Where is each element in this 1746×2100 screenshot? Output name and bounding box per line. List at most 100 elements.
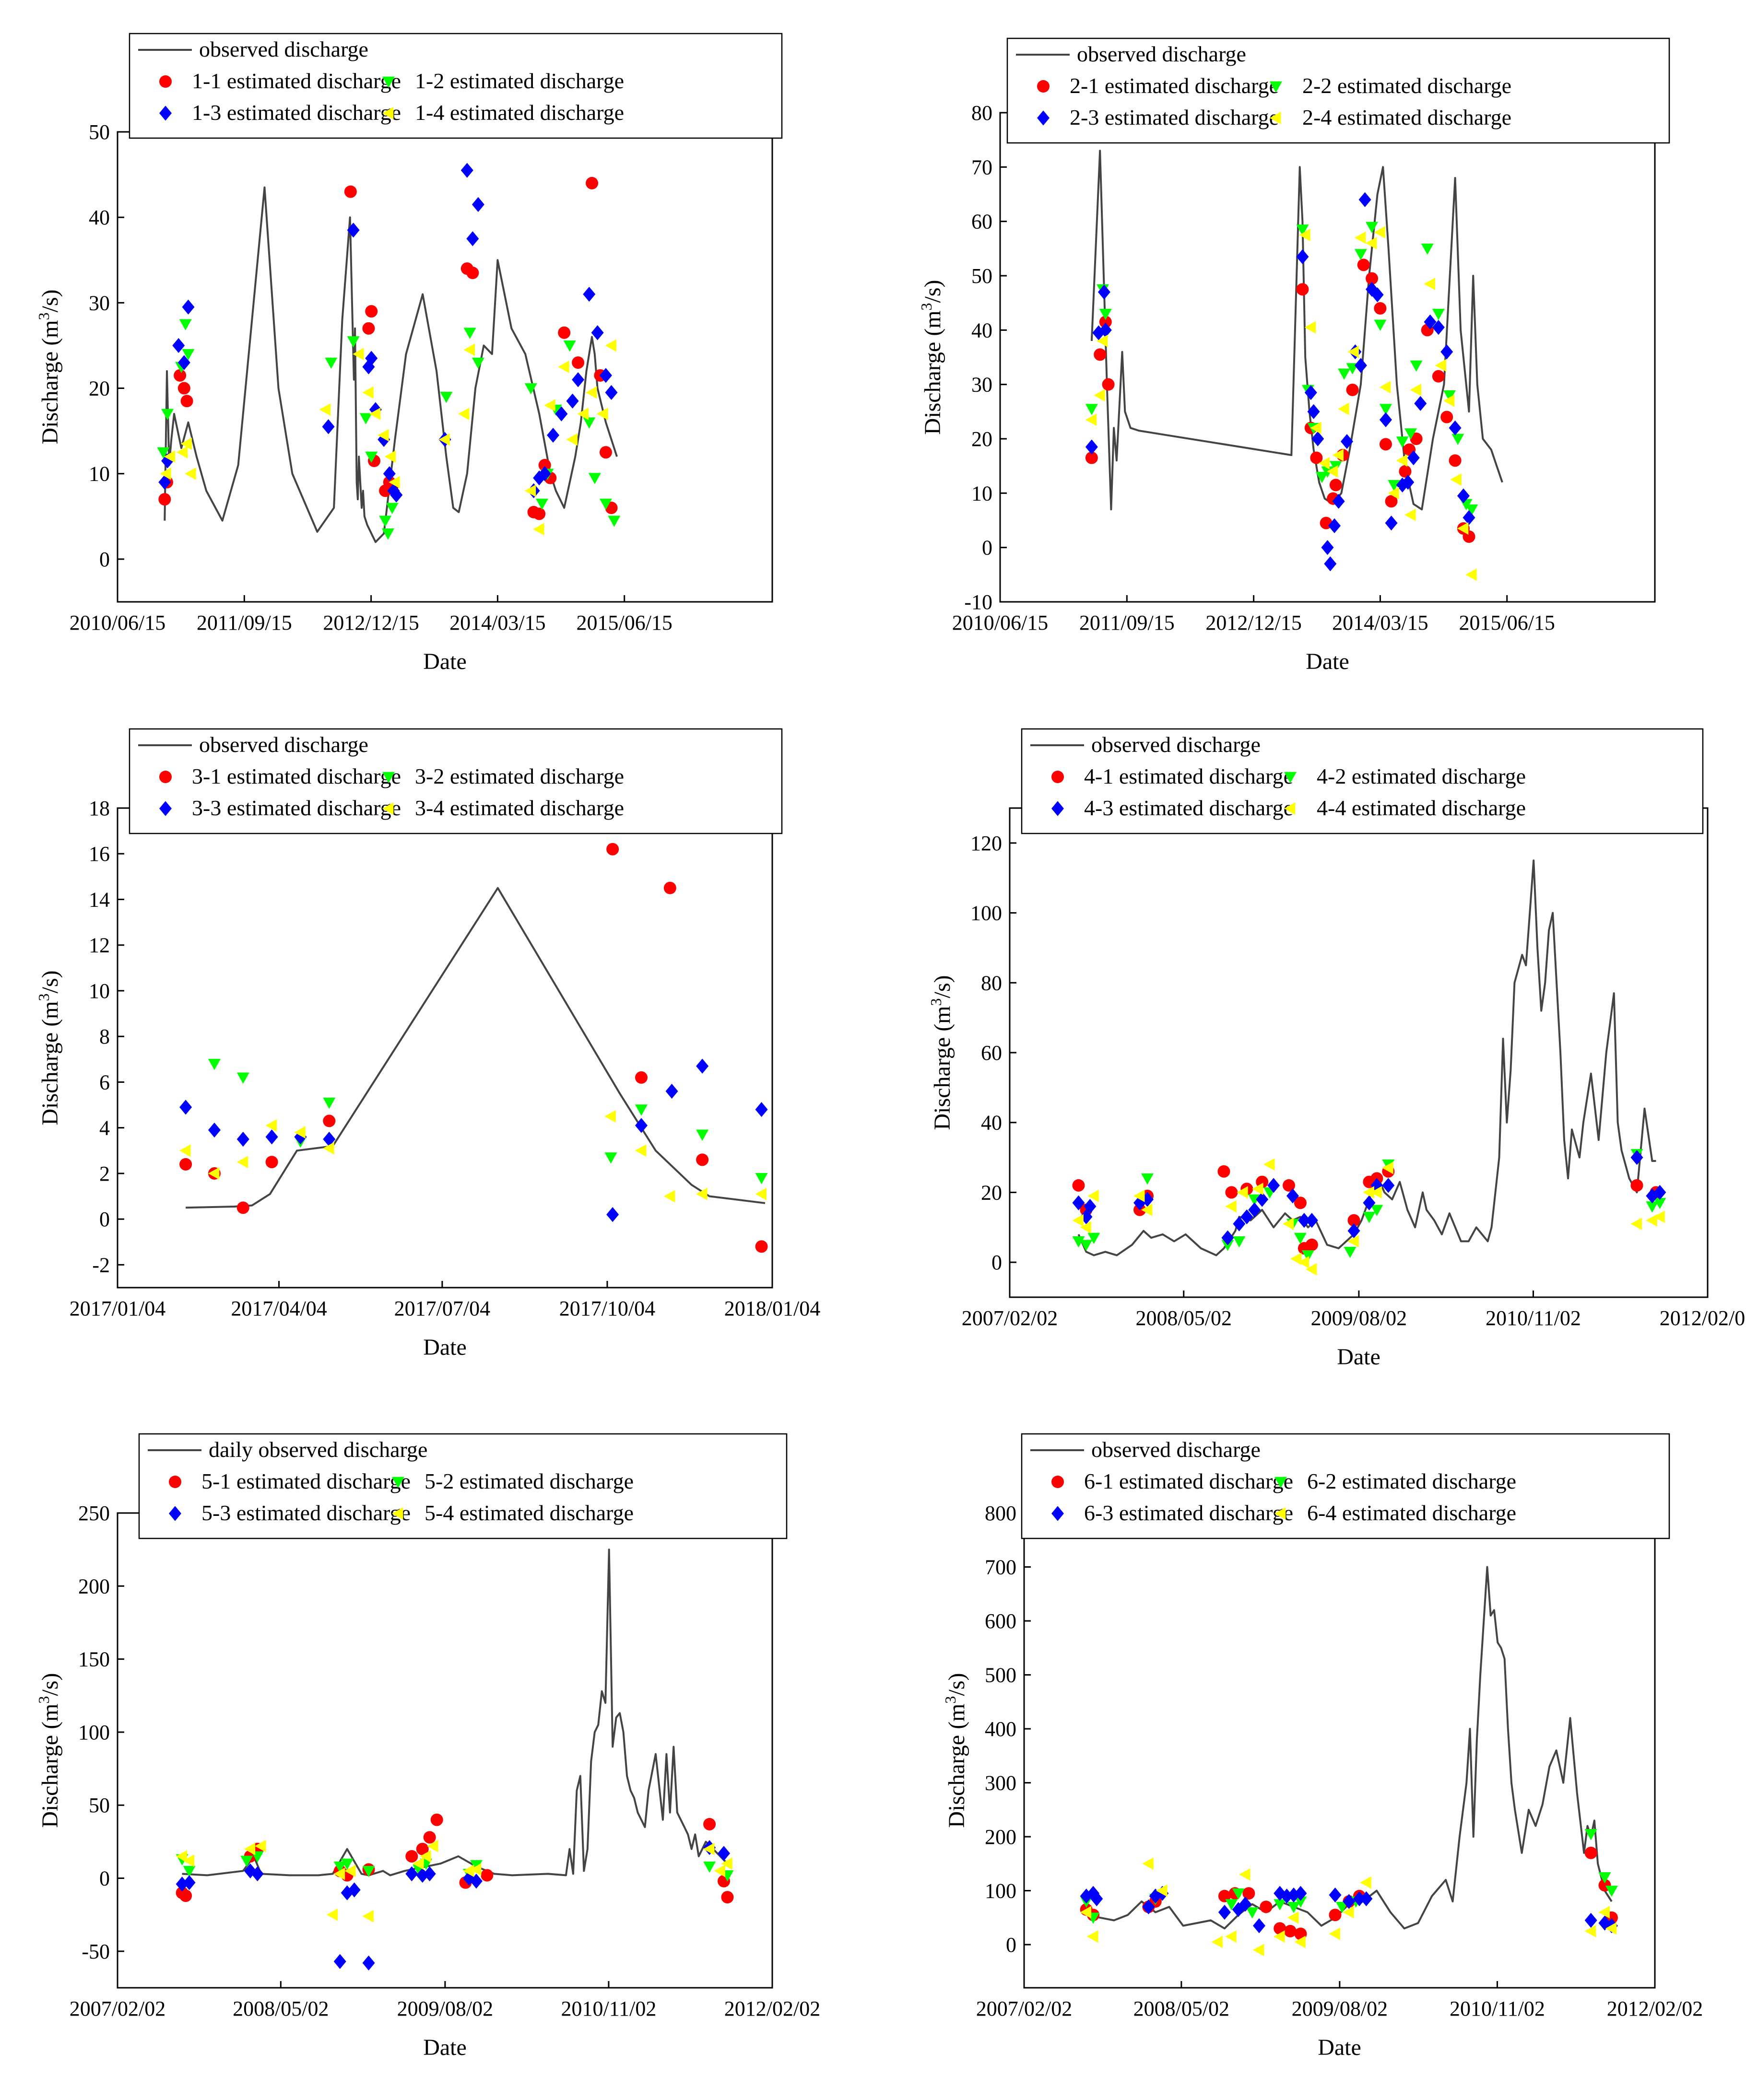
marker-4-3 <box>1248 1202 1261 1218</box>
marker-1-3 <box>591 325 604 340</box>
y-tick-label: 0 <box>1006 1933 1016 1957</box>
legend-label-s2: 6-2 estimated discharge <box>1307 1469 1516 1493</box>
x-axis-title: Date <box>423 649 467 674</box>
marker-4-2 <box>1221 1240 1234 1251</box>
marker-3-3 <box>265 1129 278 1145</box>
legend-marker-s4 <box>1270 112 1281 124</box>
legend: daily observed discharge 5-1 estimated d… <box>138 1433 788 1539</box>
marker-3-2 <box>755 1173 768 1185</box>
marker-1-3 <box>547 427 560 443</box>
marker-1-2 <box>161 409 174 420</box>
marker-1-2 <box>599 498 612 510</box>
marker-4-1 <box>1305 1238 1318 1251</box>
marker-2-4 <box>1396 454 1408 467</box>
y-tick-label: 60 <box>971 210 992 234</box>
marker-3-4 <box>663 1190 675 1203</box>
x-tick-label: 2012/12/15 <box>323 611 419 634</box>
marker-6-3 <box>1360 1891 1373 1906</box>
marker-5-2 <box>341 1858 354 1870</box>
marker-3-4 <box>294 1126 306 1139</box>
y-tick-label: -10 <box>964 590 992 614</box>
marker-2-2 <box>1396 436 1409 448</box>
marker-2-4 <box>1374 226 1385 239</box>
marker-4-2 <box>1233 1236 1246 1248</box>
marker-4-2 <box>1080 1240 1093 1251</box>
chart-panel-4: 0 20 40 60 80 100 120 2007/02/02 2008/05/02 2009… <box>927 728 1746 1370</box>
legend-label-s2: 5-2 estimated discharge <box>425 1469 634 1493</box>
marker-6-1 <box>1584 1846 1597 1859</box>
marker-2-2 <box>1465 504 1478 516</box>
marker-4-2 <box>1294 1232 1307 1244</box>
y-tick-label: 500 <box>985 1664 1016 1687</box>
marker-2-3 <box>1463 510 1475 525</box>
marker-6-3 <box>1087 1886 1100 1901</box>
marker-2-3 <box>1321 540 1334 555</box>
x-tick-label: 2017/07/04 <box>394 1297 490 1320</box>
marker-2-3 <box>1432 320 1445 335</box>
marker-2-1 <box>1085 451 1098 464</box>
marker-3-3 <box>755 1102 768 1117</box>
marker-3-3 <box>606 1207 619 1222</box>
marker-6-2 <box>1294 1896 1307 1908</box>
marker-2-3 <box>1385 516 1398 531</box>
legend-marker-shape <box>382 76 395 88</box>
y-axis-title: Discharge (m3/s) <box>35 1673 63 1828</box>
legend-marker-shape <box>169 1506 181 1521</box>
marker-1-2 <box>347 336 360 348</box>
marker-3-2 <box>236 1072 249 1084</box>
observed-line <box>186 887 766 1209</box>
marker-1-2 <box>535 498 548 510</box>
marker-4-3 <box>1240 1209 1253 1225</box>
y-tick-label: 100 <box>78 1721 110 1744</box>
legend: observed discharge 4-1 estimated dischar… <box>1021 728 1704 834</box>
y-tick-label: 10 <box>971 481 992 505</box>
y-tick-label: 30 <box>971 373 992 397</box>
marker-2-3 <box>1379 412 1392 427</box>
marker-2-4 <box>1332 449 1344 461</box>
marker-3-4 <box>635 1144 647 1157</box>
y-axis-title: Discharge (m3/s) <box>35 970 63 1125</box>
legend-marker-shape <box>1037 80 1050 93</box>
legend-label-s1: 4-1 estimated discharge <box>1084 764 1293 788</box>
marker-4-3 <box>1286 1188 1299 1204</box>
legend-marker-s4 <box>382 802 394 815</box>
y-tick-label: 700 <box>985 1556 1016 1579</box>
legend-marker-s4 <box>1274 1507 1286 1520</box>
legend-marker-shape <box>392 1477 404 1488</box>
marker-2-3 <box>1366 282 1379 297</box>
marker-1-2 <box>359 413 372 424</box>
marker-5-1 <box>430 1813 443 1826</box>
marker-2-4 <box>1379 381 1391 394</box>
marker-4-2 <box>1087 1232 1100 1244</box>
chart-panel-1: 0 10 20 30 40 50 2010/06/15 2011/09/15 2012/12/… <box>35 33 783 674</box>
marker-2-2 <box>1315 471 1328 483</box>
y-tick-label: 60 <box>981 1041 1002 1065</box>
legend-label-s3: 4-3 estimated discharge <box>1084 796 1293 820</box>
marker-3-4 <box>323 1142 334 1155</box>
marker-4-1 <box>1283 1179 1295 1192</box>
marker-6-3 <box>1274 1886 1286 1901</box>
x-tick-label: 2007/02/02 <box>962 1306 1058 1330</box>
observed-line <box>1086 1566 1613 1930</box>
marker-1-1 <box>466 267 479 279</box>
marker-5-3 <box>176 1877 189 1892</box>
marker-4-3 <box>1221 1230 1234 1245</box>
legend-marker-s3 <box>1051 1506 1064 1521</box>
y-tick-label: 200 <box>78 1574 110 1598</box>
marker-1-2 <box>463 328 476 339</box>
marker-1-1 <box>533 507 546 520</box>
legend-marker-shape <box>159 771 172 783</box>
marker-1-3 <box>172 338 185 353</box>
y-tick-label: 100 <box>970 902 1002 925</box>
marker-5-2 <box>362 1865 375 1877</box>
marker-3-4 <box>236 1156 248 1169</box>
marker-1-4 <box>185 467 196 480</box>
observed-line <box>1077 859 1656 1256</box>
marker-2-2 <box>1379 404 1392 415</box>
marker-6-3 <box>1239 1897 1252 1912</box>
marker-6-4 <box>1584 1924 1596 1937</box>
marker-1-4 <box>319 403 331 416</box>
marker-4-4 <box>1298 1256 1310 1269</box>
marker-3-1 <box>606 843 619 856</box>
marker-6-1 <box>1242 1887 1255 1900</box>
